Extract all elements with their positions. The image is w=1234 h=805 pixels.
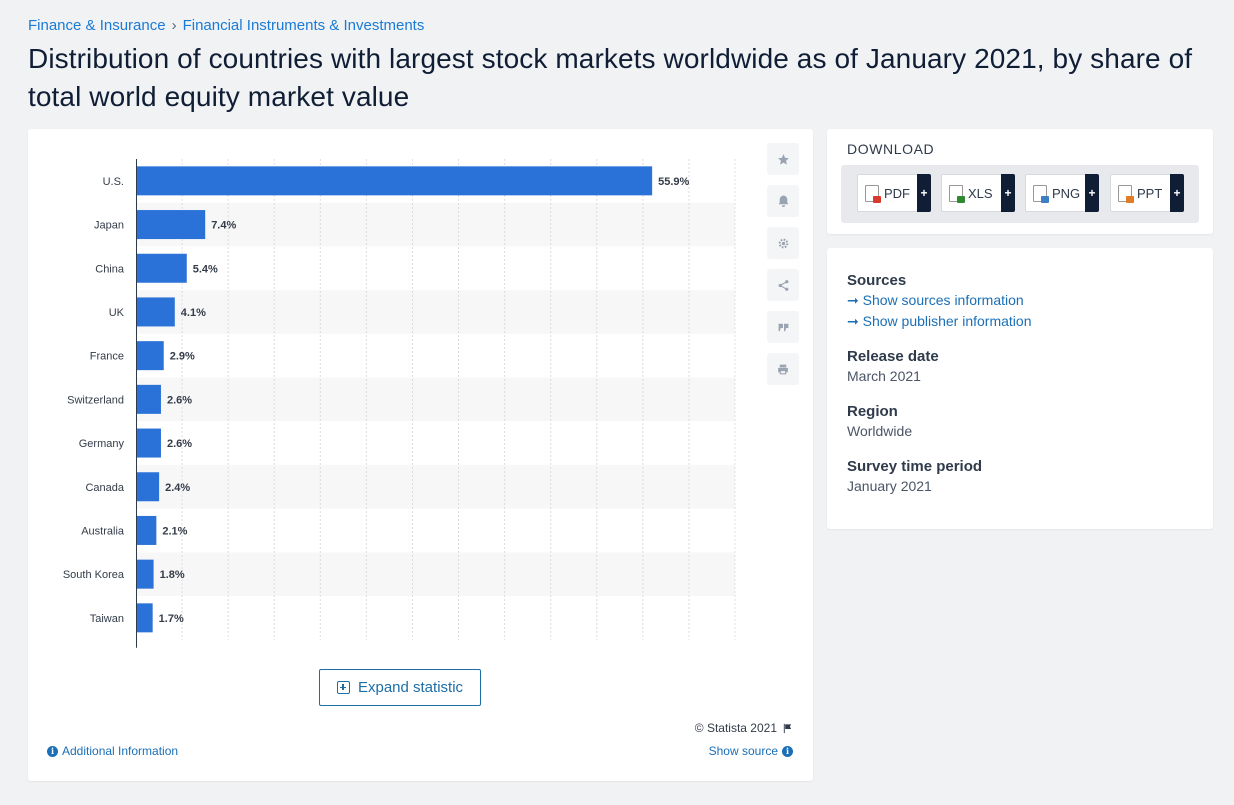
download-panel: DOWNLOAD PDF + XLS + PNG + PPT +: [827, 129, 1213, 234]
category-label: Switzerland: [67, 394, 124, 406]
release-date-value: March 2021: [847, 368, 921, 384]
bar-china[interactable]: [137, 253, 187, 283]
category-label: South Korea: [63, 569, 125, 581]
additional-information-label: Additional Information: [62, 744, 179, 758]
download-png-label: PNG: [1052, 185, 1081, 201]
show-source-label: Show source: [708, 744, 778, 758]
value-label: 2.6%: [167, 394, 192, 406]
gear-icon[interactable]: [767, 227, 799, 259]
category-label: Japan: [94, 220, 124, 232]
survey-period-label: Survey time period: [847, 458, 983, 475]
breadcrumb-separator: ›: [171, 17, 177, 34]
pdf-file-icon: [865, 184, 881, 203]
sources-label: Sources: [847, 272, 907, 289]
ppt-file-icon: [1118, 184, 1134, 203]
bar-france[interactable]: [137, 341, 164, 371]
expand-statistic-label: Expand statistic: [357, 679, 464, 696]
category-label: U.S.: [103, 176, 124, 188]
row-band: [136, 552, 735, 596]
download-xls-button[interactable]: XLS +: [941, 174, 1015, 212]
bar-canada[interactable]: [137, 472, 160, 502]
page-title: Distribution of countries with largest s…: [28, 43, 1193, 112]
region-block: Region Worldwide: [847, 403, 912, 439]
expand-statistic-button[interactable]: Expand statistic: [319, 669, 481, 706]
release-date-label: Release date: [847, 348, 939, 365]
row-band: [136, 202, 735, 247]
value-label: 55.9%: [658, 176, 689, 188]
download-ppt-button[interactable]: PPT +: [1110, 174, 1184, 212]
category-label: China: [95, 263, 125, 275]
bar-chart: U.S. 55.9% Japan 7.4% China 5.4% UK 4.1% France 2…: [63, 159, 736, 648]
survey-period-value: January 2021: [847, 478, 932, 494]
value-label: 1.7%: [159, 613, 184, 625]
flag-icon: [783, 723, 792, 733]
star-icon[interactable]: [767, 143, 799, 175]
statista-copyright[interactable]: © Statista 2021: [695, 721, 793, 735]
category-label: UK: [109, 307, 125, 319]
download-title: DOWNLOAD: [847, 141, 935, 157]
show-sources-link[interactable]: ➞ Show sources information: [847, 292, 1024, 308]
bar-u-s[interactable]: [137, 166, 653, 196]
additional-information-link[interactable]: i Additional Information: [47, 744, 178, 758]
plus-icon: +: [1085, 174, 1099, 212]
value-label: 1.8%: [160, 569, 185, 581]
region-label: Region: [847, 403, 898, 420]
value-label: 5.4%: [193, 263, 218, 275]
value-label: 2.6%: [167, 438, 192, 450]
statistic-info-panel: Sources ➞ Show sources information ➞ Sho…: [827, 248, 1213, 529]
bell-icon[interactable]: [767, 185, 799, 217]
png-file-icon: [1033, 184, 1049, 203]
row-band: [136, 377, 735, 422]
download-xls-label: XLS: [968, 185, 993, 201]
value-label: 2.9%: [170, 351, 195, 363]
share-icon[interactable]: [767, 269, 799, 301]
info-icon: i: [782, 745, 793, 757]
category-label: Australia: [81, 525, 125, 537]
copyright-text: © Statista 2021: [694, 721, 777, 735]
value-label: 4.1%: [181, 307, 206, 319]
row-band: [136, 290, 735, 334]
value-label: 2.1%: [162, 525, 187, 537]
print-icon[interactable]: [767, 353, 799, 385]
breadcrumb-financial-instruments[interactable]: Financial Instruments & Investments: [182, 17, 425, 34]
row-band: [136, 464, 735, 509]
survey-period-block: Survey time period January 2021: [847, 458, 982, 494]
category-label: Canada: [85, 482, 124, 494]
download-pdf-button[interactable]: PDF +: [857, 174, 931, 212]
plus-icon: +: [917, 174, 931, 212]
category-label: Germany: [79, 438, 125, 450]
bar-japan[interactable]: [137, 210, 206, 240]
release-date-block: Release date March 2021: [847, 348, 939, 384]
bar-taiwan[interactable]: [137, 603, 153, 633]
breadcrumb-finance-insurance[interactable]: Finance & Insurance: [28, 17, 166, 34]
breadcrumb: Finance & Insurance › Financial Instrume…: [28, 17, 424, 34]
bar-germany[interactable]: [137, 428, 161, 458]
bar-south-korea[interactable]: [137, 559, 154, 589]
value-label: 7.4%: [211, 220, 236, 232]
expand-icon: [336, 681, 350, 694]
value-label: 2.4%: [165, 482, 190, 494]
category-label: Taiwan: [90, 613, 124, 625]
xls-file-icon: [949, 184, 965, 203]
chart-card: U.S. 55.9% Japan 7.4% China 5.4% UK 4.1% France 2…: [28, 129, 813, 781]
bar-uk[interactable]: [137, 297, 175, 327]
info-icon: i: [47, 745, 58, 757]
show-publisher-link[interactable]: ➞ Show publisher information: [847, 313, 1032, 329]
quote-icon[interactable]: [767, 311, 799, 343]
category-label: France: [90, 351, 124, 363]
download-buttons-row: PDF + XLS + PNG + PPT +: [841, 165, 1199, 223]
download-ppt-label: PPT: [1137, 185, 1163, 201]
plus-icon: +: [1001, 174, 1015, 212]
region-value: Worldwide: [847, 423, 913, 439]
plus-icon: +: [1170, 174, 1184, 212]
sources-block: Sources ➞ Show sources information ➞ Sho…: [847, 272, 1032, 330]
bar-australia[interactable]: [137, 515, 157, 545]
bar-switzerland[interactable]: [137, 384, 161, 414]
show-source-link[interactable]: Show source i: [709, 744, 793, 758]
download-png-button[interactable]: PNG +: [1025, 174, 1099, 212]
download-pdf-label: PDF: [884, 185, 910, 201]
